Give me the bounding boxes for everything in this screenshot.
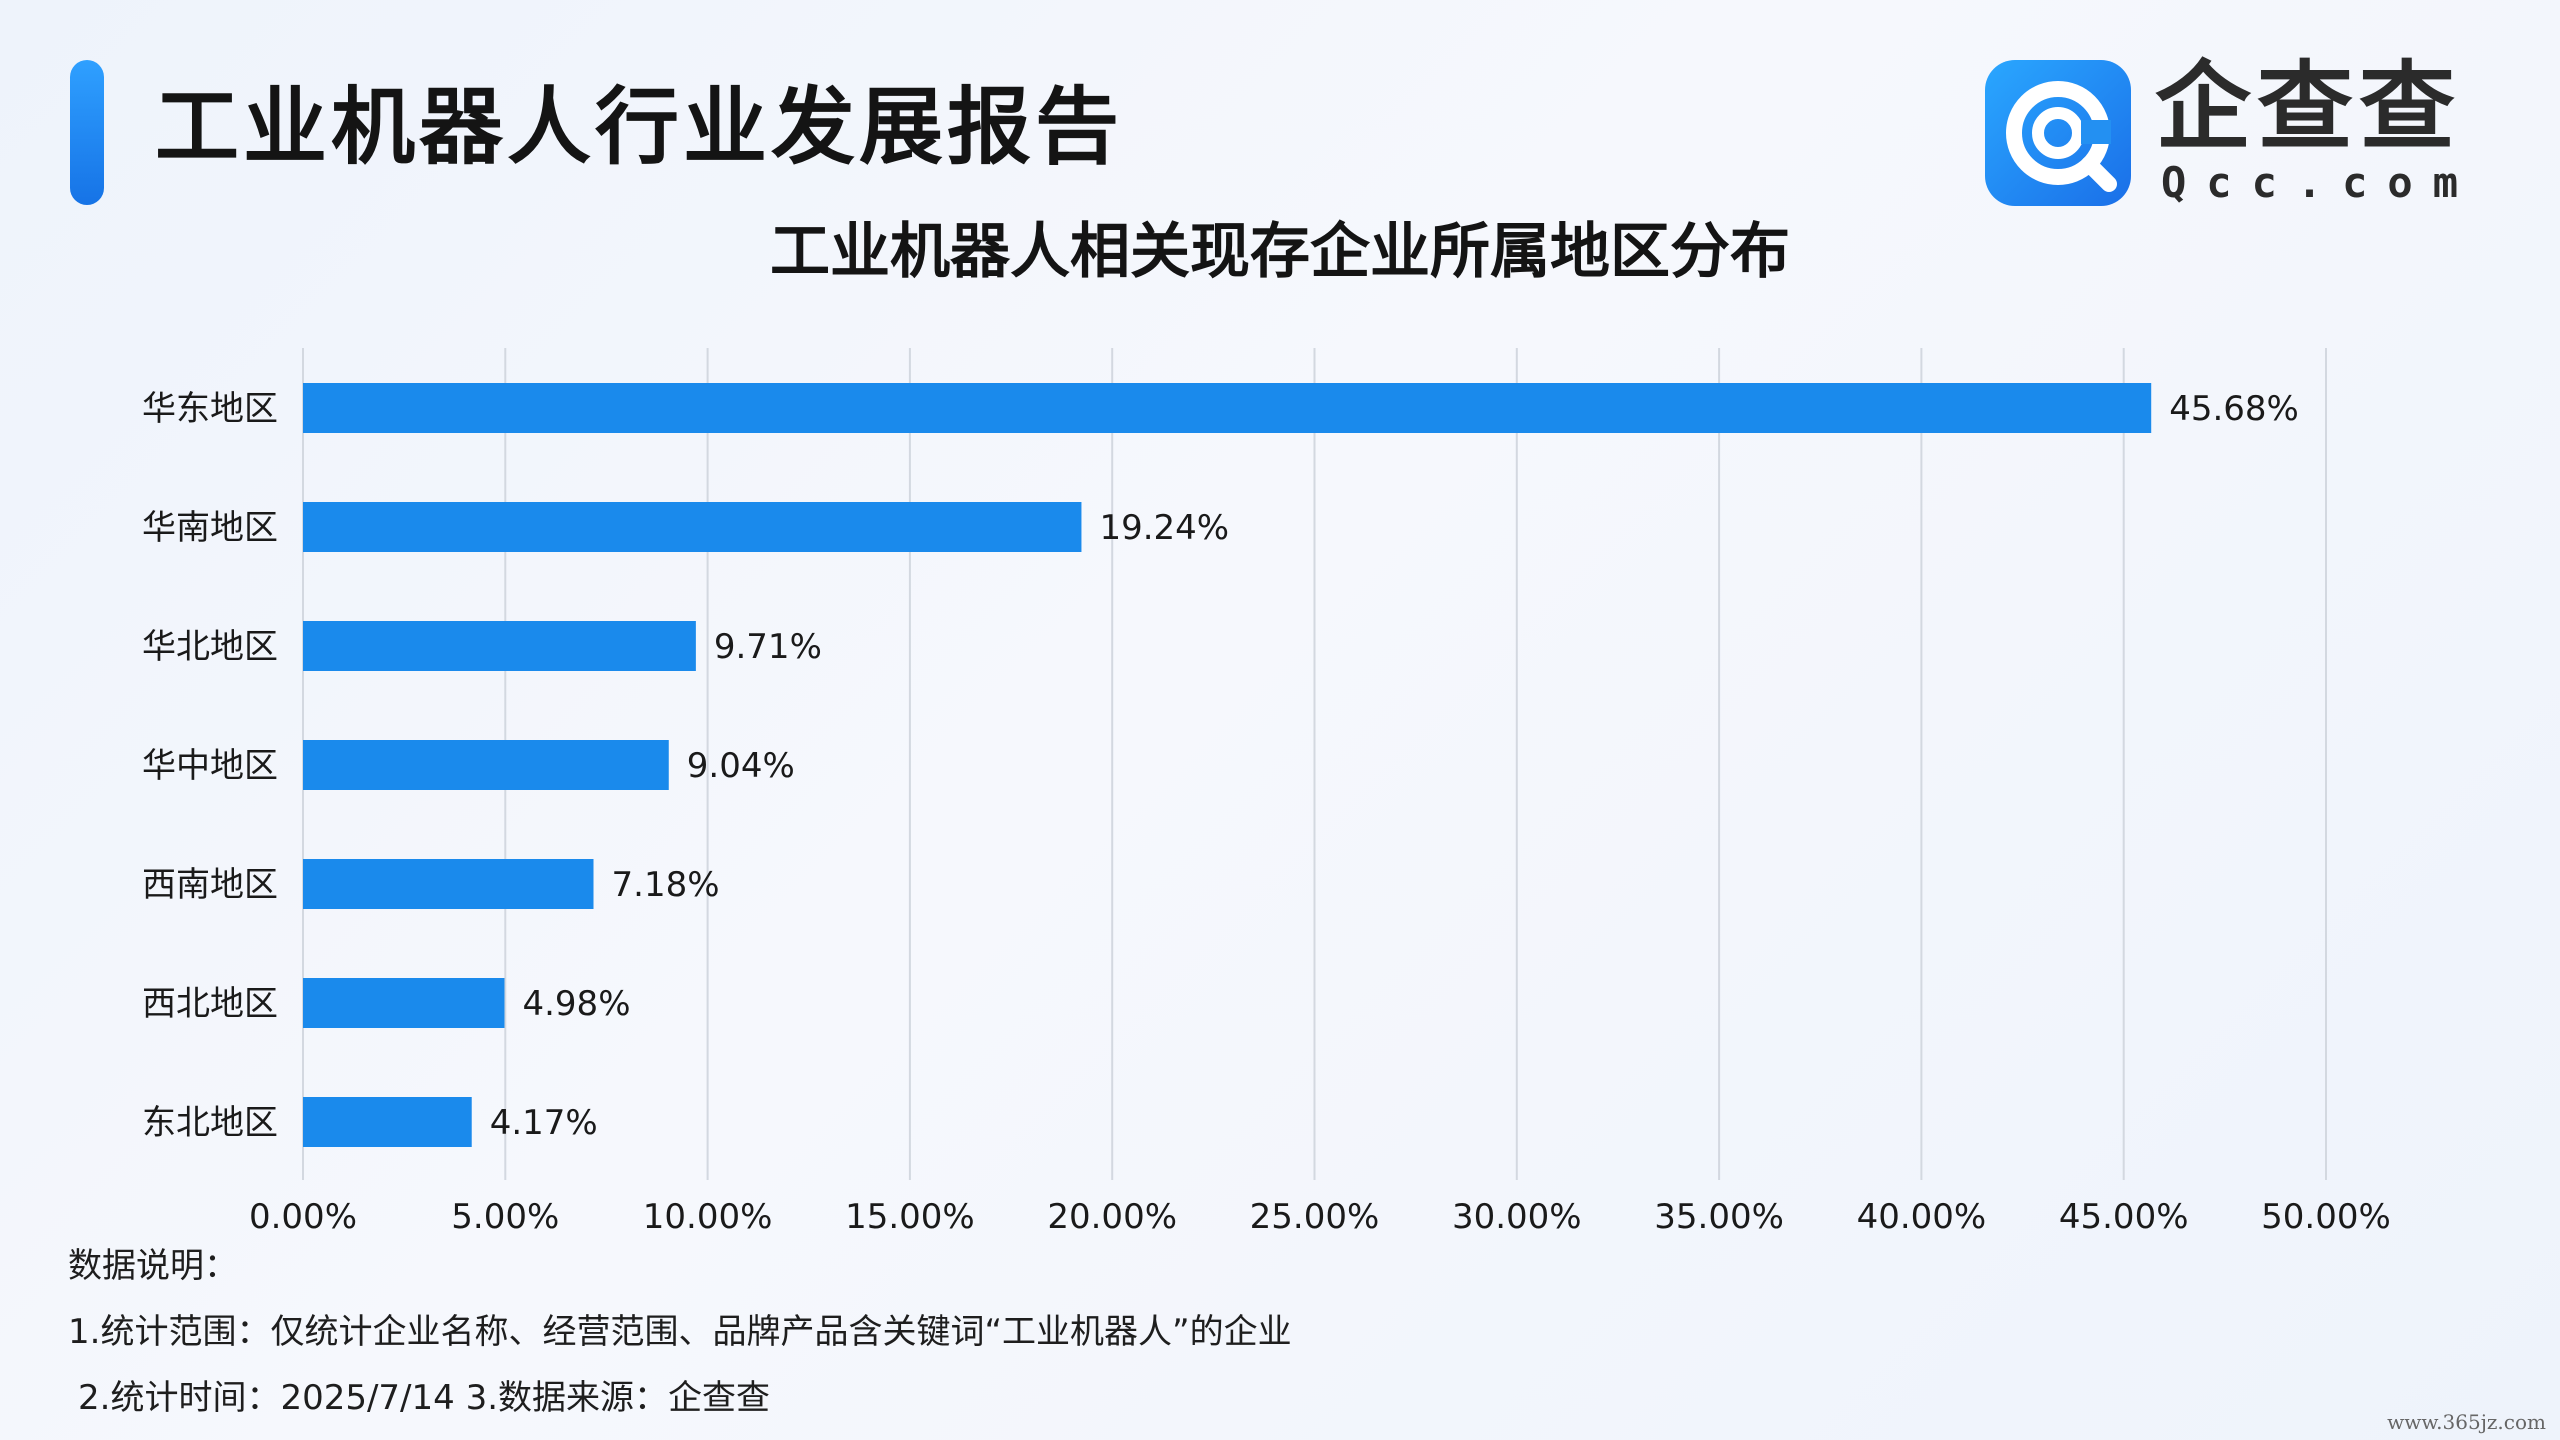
chart-title: 工业机器人相关现存企业所属地区分布	[770, 217, 1790, 287]
bar-chart: 0.00% 5.00% 10.00% 15.00% 20.00% 25.00% 30.00%…	[142, 348, 2391, 1237]
x-tick-label: 30.00%	[1452, 1197, 1582, 1237]
report-title: 工业机器人行业发展报告	[155, 78, 1124, 176]
x-tick-label: 10.00%	[643, 1197, 773, 1237]
watermark: www.365jz.com	[2387, 1410, 2546, 1434]
x-tick-label: 45.00%	[2059, 1197, 2189, 1237]
logo-name: 企查查	[2155, 51, 2461, 163]
notes-line-2: 2.统计时间：2025/7/14 3.数据来源：企查查	[78, 1378, 771, 1418]
category-label: 西南地区	[142, 865, 278, 905]
data-label: 9.04%	[687, 746, 795, 786]
x-tick-label: 20.00%	[1047, 1197, 1177, 1237]
category-label: 东北地区	[142, 1103, 278, 1143]
logo-domain: Qcc.com	[2161, 158, 2479, 207]
bar	[303, 859, 594, 909]
data-label: 19.24%	[1099, 508, 1229, 548]
data-label: 9.71%	[714, 627, 822, 667]
bar	[303, 383, 2152, 433]
category-label: 西北地区	[142, 984, 278, 1024]
data-label: 7.18%	[612, 865, 720, 905]
x-tick-label: 50.00%	[2261, 1197, 2391, 1237]
category-label: 华南地区	[142, 508, 278, 548]
category-label: 华中地区	[142, 746, 278, 786]
bar	[303, 502, 1082, 552]
bar	[303, 740, 669, 790]
data-label: 45.68%	[2169, 389, 2299, 429]
x-tick-label: 40.00%	[1857, 1197, 1987, 1237]
bar	[303, 978, 505, 1028]
x-tick-label: 5.00%	[451, 1197, 559, 1237]
x-tick-label: 15.00%	[845, 1197, 975, 1237]
data-label: 4.98%	[522, 984, 630, 1024]
title-accent-bar	[70, 60, 104, 205]
x-tick-label: 35.00%	[1654, 1197, 1784, 1237]
data-notes: 数据说明： 1.统计范围：仅统计企业名称、经营范围、品牌产品含关键词“工业机器人…	[68, 1242, 1292, 1422]
x-tick-label: 0.00%	[249, 1197, 357, 1237]
qcc-logo-icon	[1985, 60, 2131, 206]
notes-line-1: 1.统计范围：仅统计企业名称、经营范围、品牌产品含关键词“工业机器人”的企业	[68, 1312, 1292, 1352]
brand-logo: 企查查 Qcc.com	[1985, 52, 2458, 208]
bar	[303, 621, 696, 671]
category-label: 华东地区	[142, 389, 278, 429]
bar	[303, 1097, 472, 1147]
notes-heading: 数据说明：	[68, 1246, 238, 1286]
x-tick-label: 25.00%	[1250, 1197, 1380, 1237]
category-label: 华北地区	[142, 627, 278, 667]
data-label: 4.17%	[490, 1103, 598, 1143]
